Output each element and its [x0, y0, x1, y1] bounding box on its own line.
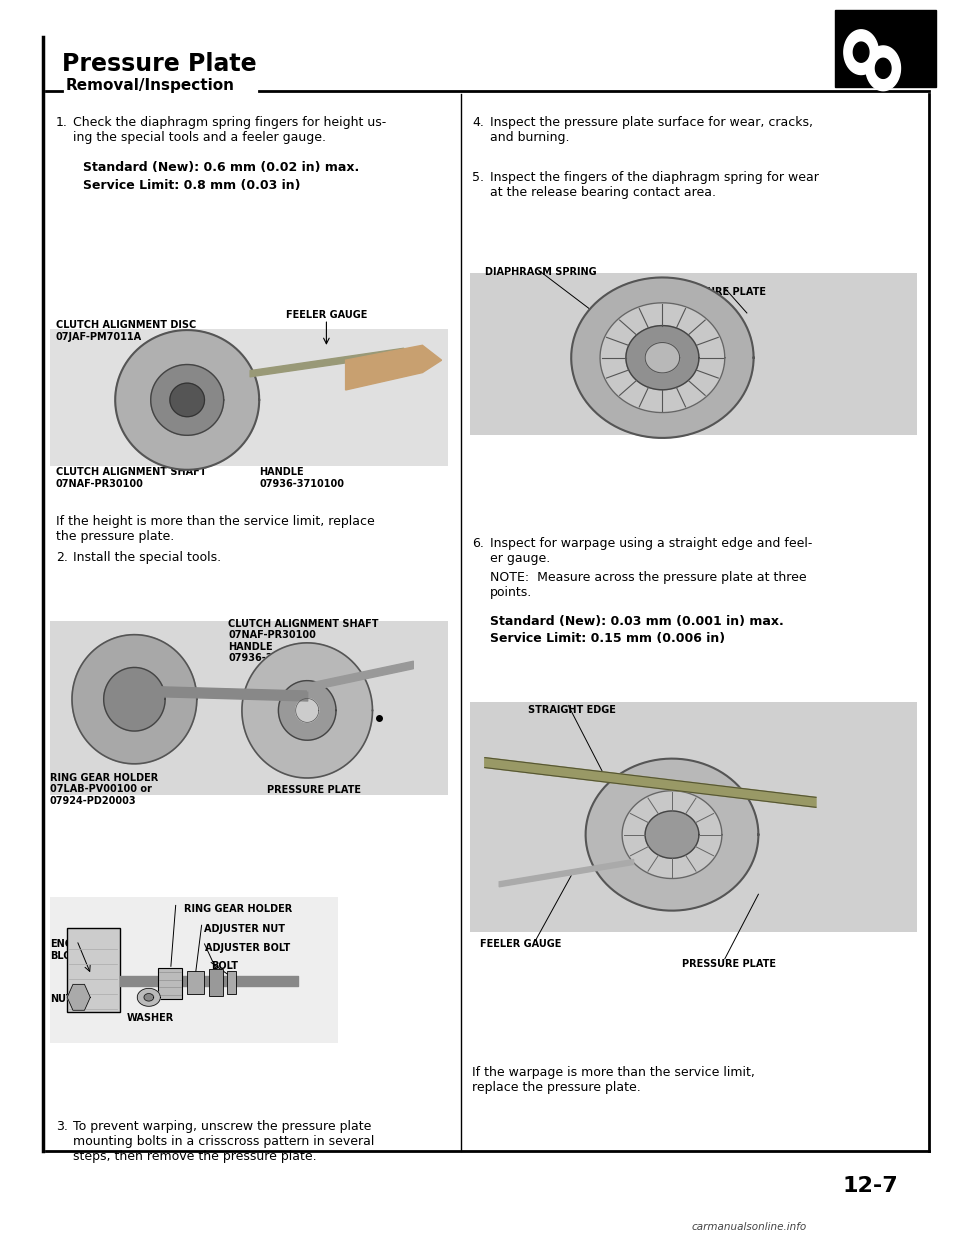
- Text: Removal/Inspection: Removal/Inspection: [65, 78, 234, 93]
- Polygon shape: [151, 365, 224, 435]
- Polygon shape: [278, 681, 336, 740]
- Text: ADJUSTER BOLT: ADJUSTER BOLT: [205, 943, 291, 953]
- Text: Check the diaphragm spring fingers for height us-
ing the special tools and a fe: Check the diaphragm spring fingers for h…: [73, 116, 386, 144]
- Text: carmanualsonline.info: carmanualsonline.info: [691, 1222, 806, 1232]
- Bar: [209, 969, 223, 996]
- Text: If the warpage is more than the service limit,
replace the pressure plate.: If the warpage is more than the service …: [472, 1066, 756, 1094]
- Polygon shape: [600, 303, 725, 412]
- Text: PRESSURE PLATE: PRESSURE PLATE: [672, 287, 766, 297]
- Text: CLUTCH ALIGNMENT SHAFT
07NAF-PR30100: CLUTCH ALIGNMENT SHAFT 07NAF-PR30100: [56, 467, 206, 488]
- Bar: [470, 273, 917, 435]
- Text: FEELER GAUGE: FEELER GAUGE: [480, 939, 562, 949]
- Text: BOLT: BOLT: [211, 961, 238, 971]
- Text: RING GEAR HOLDER
07LAB-PV00100 or
07924-PD20003: RING GEAR HOLDER 07LAB-PV00100 or 07924-…: [50, 773, 158, 806]
- Polygon shape: [170, 384, 204, 416]
- Text: To prevent warping, unscrew the pressure plate
mounting bolts in a crisscross pa: To prevent warping, unscrew the pressure…: [73, 1120, 374, 1164]
- Polygon shape: [72, 635, 197, 764]
- Polygon shape: [115, 330, 259, 469]
- Text: FEELER GAUGE: FEELER GAUGE: [286, 310, 368, 320]
- Text: 1.: 1.: [56, 116, 67, 128]
- FancyBboxPatch shape: [835, 10, 936, 87]
- Bar: [50, 329, 448, 466]
- Polygon shape: [485, 758, 816, 807]
- Text: Service Limit: 0.8 mm (0.03 in): Service Limit: 0.8 mm (0.03 in): [83, 179, 300, 191]
- Bar: [470, 702, 917, 932]
- Polygon shape: [622, 791, 722, 878]
- Bar: [158, 968, 182, 999]
- Text: ADJUSTER NUT: ADJUSTER NUT: [204, 924, 284, 934]
- Text: 12-7: 12-7: [843, 1176, 899, 1196]
- Bar: [227, 971, 236, 994]
- Polygon shape: [67, 985, 90, 1010]
- Text: 5.: 5.: [472, 171, 484, 184]
- Text: 3.: 3.: [56, 1120, 67, 1133]
- Text: WASHER: WASHER: [127, 1013, 174, 1023]
- Text: CLUTCH ALIGNMENT SHAFT
07NAF-PR30100
HANDLE
07936-3710100: CLUTCH ALIGNMENT SHAFT 07NAF-PR30100 HAN…: [228, 619, 379, 663]
- Text: NUT: NUT: [50, 994, 73, 1004]
- Text: Inspect for warpage using a straight edge and feel-
er gauge.: Inspect for warpage using a straight edg…: [490, 537, 812, 565]
- Polygon shape: [586, 759, 758, 910]
- Polygon shape: [876, 58, 891, 78]
- Polygon shape: [571, 277, 754, 438]
- Polygon shape: [853, 42, 869, 62]
- Polygon shape: [645, 811, 699, 858]
- Bar: [67, 928, 120, 1012]
- Text: NOTE:  Measure across the pressure plate at three
points.: NOTE: Measure across the pressure plate …: [490, 571, 806, 600]
- Text: 6.: 6.: [472, 537, 484, 549]
- Text: Install the special tools.: Install the special tools.: [73, 551, 221, 564]
- Polygon shape: [626, 325, 699, 390]
- Polygon shape: [137, 989, 160, 1006]
- Text: Inspect the fingers of the diaphragm spring for wear
at the release bearing cont: Inspect the fingers of the diaphragm spr…: [490, 171, 819, 200]
- Text: Inspect the pressure plate surface for wear, cracks,
and burning.: Inspect the pressure plate surface for w…: [490, 116, 812, 144]
- Polygon shape: [645, 343, 680, 373]
- Text: RING GEAR HOLDER: RING GEAR HOLDER: [184, 904, 293, 914]
- Bar: [50, 621, 448, 795]
- Polygon shape: [104, 667, 165, 732]
- Text: Standard (New): 0.03 mm (0.001 in) max.: Standard (New): 0.03 mm (0.001 in) max.: [490, 615, 783, 627]
- Text: DIAPHRAGM SPRING: DIAPHRAGM SPRING: [485, 267, 596, 277]
- Polygon shape: [144, 994, 154, 1001]
- Bar: [50, 897, 338, 1043]
- Text: 4.: 4.: [472, 116, 484, 128]
- Text: Standard (New): 0.6 mm (0.02 in) max.: Standard (New): 0.6 mm (0.02 in) max.: [83, 161, 359, 174]
- Text: If the height is more than the service limit, replace
the pressure plate.: If the height is more than the service l…: [56, 515, 374, 544]
- Text: PRESSURE PLATE: PRESSURE PLATE: [682, 959, 776, 969]
- Polygon shape: [844, 30, 878, 75]
- Text: HANDLE
07936-3710100: HANDLE 07936-3710100: [259, 467, 345, 488]
- Polygon shape: [346, 345, 442, 390]
- Polygon shape: [296, 698, 319, 723]
- Text: STRAIGHT EDGE: STRAIGHT EDGE: [528, 705, 616, 715]
- Text: 2.: 2.: [56, 551, 67, 564]
- Text: Pressure Plate: Pressure Plate: [62, 52, 257, 76]
- Bar: [187, 971, 204, 994]
- Polygon shape: [242, 643, 372, 777]
- Text: ENGINE
BLOCK: ENGINE BLOCK: [50, 939, 91, 960]
- Text: Service Limit: 0.15 mm (0.006 in): Service Limit: 0.15 mm (0.006 in): [490, 632, 725, 645]
- Text: CLUTCH ALIGNMENT DISC
07JAF-PM7011A: CLUTCH ALIGNMENT DISC 07JAF-PM7011A: [56, 320, 196, 342]
- Polygon shape: [499, 859, 634, 887]
- Text: PRESSURE PLATE: PRESSURE PLATE: [267, 785, 361, 795]
- Polygon shape: [866, 46, 900, 91]
